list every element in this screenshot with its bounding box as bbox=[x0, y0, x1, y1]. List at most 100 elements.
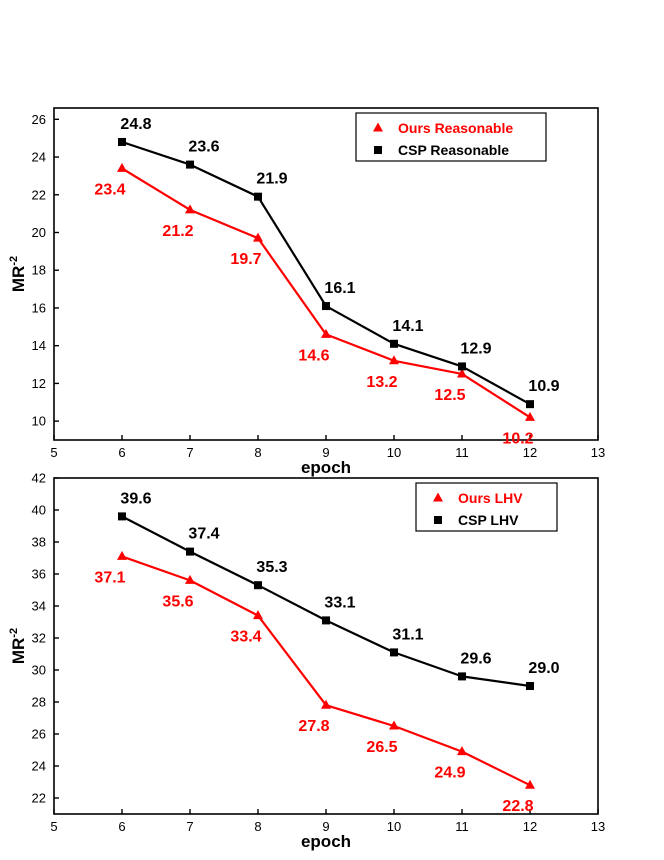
data-label: 31.1 bbox=[392, 626, 423, 643]
data-point-triangle bbox=[389, 355, 399, 365]
legend-label: Ours LHV bbox=[458, 490, 523, 506]
x-axis-title: epoch bbox=[301, 458, 351, 477]
y-axis-title: MR-2 bbox=[8, 628, 28, 664]
y-tick-label: 22 bbox=[32, 187, 46, 202]
data-label: 21.9 bbox=[256, 171, 287, 188]
y-tick-label: 20 bbox=[32, 225, 46, 240]
chart-panel-2: 5 6 7 8 9 10 11 12 13 22 24 26 28 30 32 34 36 38 40 42 epoch… bbox=[8, 471, 605, 852]
x-tick-label: 13 bbox=[591, 819, 605, 834]
data-point-triangle bbox=[185, 574, 195, 584]
x-tick-label: 7 bbox=[186, 819, 193, 834]
data-label: 23.6 bbox=[188, 139, 219, 156]
data-label: 10.9 bbox=[528, 378, 559, 395]
y-tick-label: 24 bbox=[32, 759, 46, 774]
series-line-ours bbox=[121, 555, 531, 787]
data-point-triangle bbox=[185, 204, 195, 214]
data-label: 21.2 bbox=[162, 223, 193, 240]
data-label: 29.6 bbox=[460, 650, 491, 667]
x-tick-label: 10 bbox=[387, 819, 401, 834]
data-label: 22.8 bbox=[502, 798, 533, 815]
data-point-square bbox=[254, 581, 262, 590]
data-point-square bbox=[458, 672, 466, 681]
y-axis-title: MR-2 bbox=[8, 256, 28, 292]
data-point-triangle bbox=[253, 610, 263, 620]
y-tick-label: 32 bbox=[32, 631, 46, 646]
y-tick-label: 42 bbox=[32, 471, 46, 486]
y-tick-label: 22 bbox=[32, 791, 46, 806]
x-tick-label: 5 bbox=[50, 445, 57, 460]
data-label: 37.4 bbox=[188, 526, 219, 543]
legend-label: CSP LHV bbox=[458, 512, 519, 528]
data-point-triangle bbox=[525, 779, 535, 789]
x-tick-label: 10 bbox=[387, 445, 401, 460]
data-point-triangle bbox=[253, 232, 263, 242]
data-label: 33.1 bbox=[324, 594, 355, 611]
x-tick-label: 12 bbox=[523, 819, 537, 834]
y-tick-label: 34 bbox=[32, 599, 46, 614]
data-label: 39.6 bbox=[120, 490, 151, 507]
y-tick-label: 14 bbox=[32, 338, 46, 353]
x-tick-label: 9 bbox=[322, 445, 329, 460]
x-tick-label: 7 bbox=[186, 445, 193, 460]
x-tick-label: 12 bbox=[523, 445, 537, 460]
data-point-triangle bbox=[457, 746, 467, 756]
x-tick-label: 6 bbox=[118, 445, 125, 460]
series-line-csp bbox=[121, 140, 531, 406]
data-point-square bbox=[186, 547, 194, 556]
data-point-triangle bbox=[321, 328, 331, 338]
x-tick-label: 11 bbox=[455, 445, 469, 460]
data-point-square bbox=[118, 137, 126, 146]
data-point-triangle bbox=[525, 411, 535, 421]
legend-marker-triangle bbox=[433, 492, 443, 502]
x-tick-label: 9 bbox=[322, 819, 329, 834]
data-point-square bbox=[322, 616, 330, 625]
legend-marker-square bbox=[434, 516, 442, 524]
chart-panel-1: 5 6 7 8 9 10 11 12 13 10 12 14 16 18 20 22 24 26 epoch MR-2… bbox=[8, 107, 605, 477]
x-axis-title: epoch bbox=[301, 832, 351, 851]
data-label: 24.8 bbox=[120, 116, 151, 133]
data-label: 12.9 bbox=[460, 340, 491, 357]
data-label: 14.6 bbox=[298, 347, 329, 364]
legend-box bbox=[355, 112, 547, 162]
legend-marker-square bbox=[374, 146, 382, 154]
data-point-square bbox=[526, 400, 534, 409]
data-label: 37.1 bbox=[94, 569, 125, 586]
data-point-triangle bbox=[389, 720, 399, 730]
data-label: 35.6 bbox=[162, 593, 193, 610]
data-point-triangle bbox=[117, 550, 127, 560]
x-tick-label: 11 bbox=[455, 819, 469, 834]
data-point-square bbox=[186, 160, 194, 169]
data-label: 16.1 bbox=[324, 280, 355, 297]
y-tick-label: 26 bbox=[32, 727, 46, 742]
data-label: 19.7 bbox=[230, 251, 261, 268]
legend-marker-triangle bbox=[373, 122, 383, 132]
y-tick-label: 38 bbox=[32, 535, 46, 550]
data-point-square bbox=[458, 362, 466, 371]
data-point-square bbox=[322, 302, 330, 311]
data-point-square bbox=[390, 648, 398, 657]
data-point-triangle bbox=[457, 368, 467, 378]
data-label: 10.2 bbox=[502, 430, 533, 447]
y-tick-label: 12 bbox=[32, 376, 46, 391]
data-label: 29.0 bbox=[528, 660, 559, 677]
data-label: 26.5 bbox=[366, 739, 397, 756]
data-label: 13.2 bbox=[366, 374, 397, 391]
data-label: 14.1 bbox=[392, 318, 423, 335]
y-tick-label: 16 bbox=[32, 300, 46, 315]
data-label: 27.8 bbox=[298, 718, 329, 735]
data-label: 24.9 bbox=[434, 765, 465, 782]
data-point-square bbox=[526, 682, 534, 690]
data-label: 12.5 bbox=[434, 387, 465, 404]
y-tick-label: 26 bbox=[32, 112, 46, 127]
x-tick-label: 8 bbox=[254, 445, 261, 460]
data-point-triangle bbox=[117, 162, 127, 172]
x-tick-label: 5 bbox=[50, 819, 57, 834]
data-label: 35.3 bbox=[256, 559, 287, 576]
data-point-triangle bbox=[321, 699, 331, 709]
data-label: 23.4 bbox=[94, 181, 125, 198]
y-tick-label: 10 bbox=[32, 414, 46, 429]
data-point-square bbox=[390, 339, 398, 348]
y-tick-label: 18 bbox=[32, 263, 46, 278]
x-tick-label: 6 bbox=[118, 819, 125, 834]
